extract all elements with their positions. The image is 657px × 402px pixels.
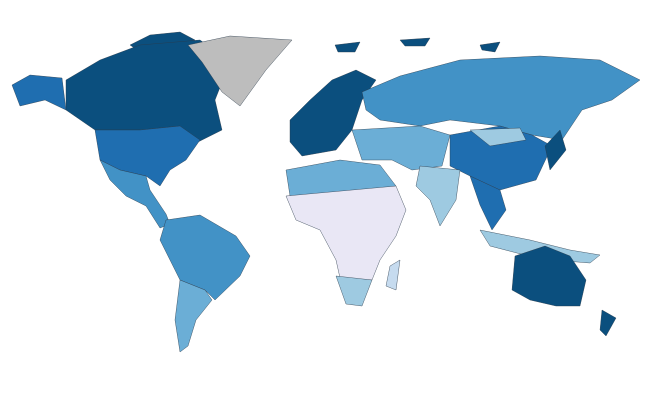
region [469,175,507,231]
region [285,185,407,281]
region [335,275,373,307]
region [511,245,587,307]
region [289,69,377,157]
region [174,279,213,353]
region [11,74,67,111]
region [187,35,293,107]
region [415,165,461,227]
region [599,309,617,337]
region [479,41,501,53]
region [361,55,641,141]
region [385,259,401,291]
region [334,41,361,53]
region [469,127,527,147]
region [544,129,567,171]
region [399,37,431,47]
regions [11,31,641,353]
region [159,214,251,301]
region [479,229,601,264]
